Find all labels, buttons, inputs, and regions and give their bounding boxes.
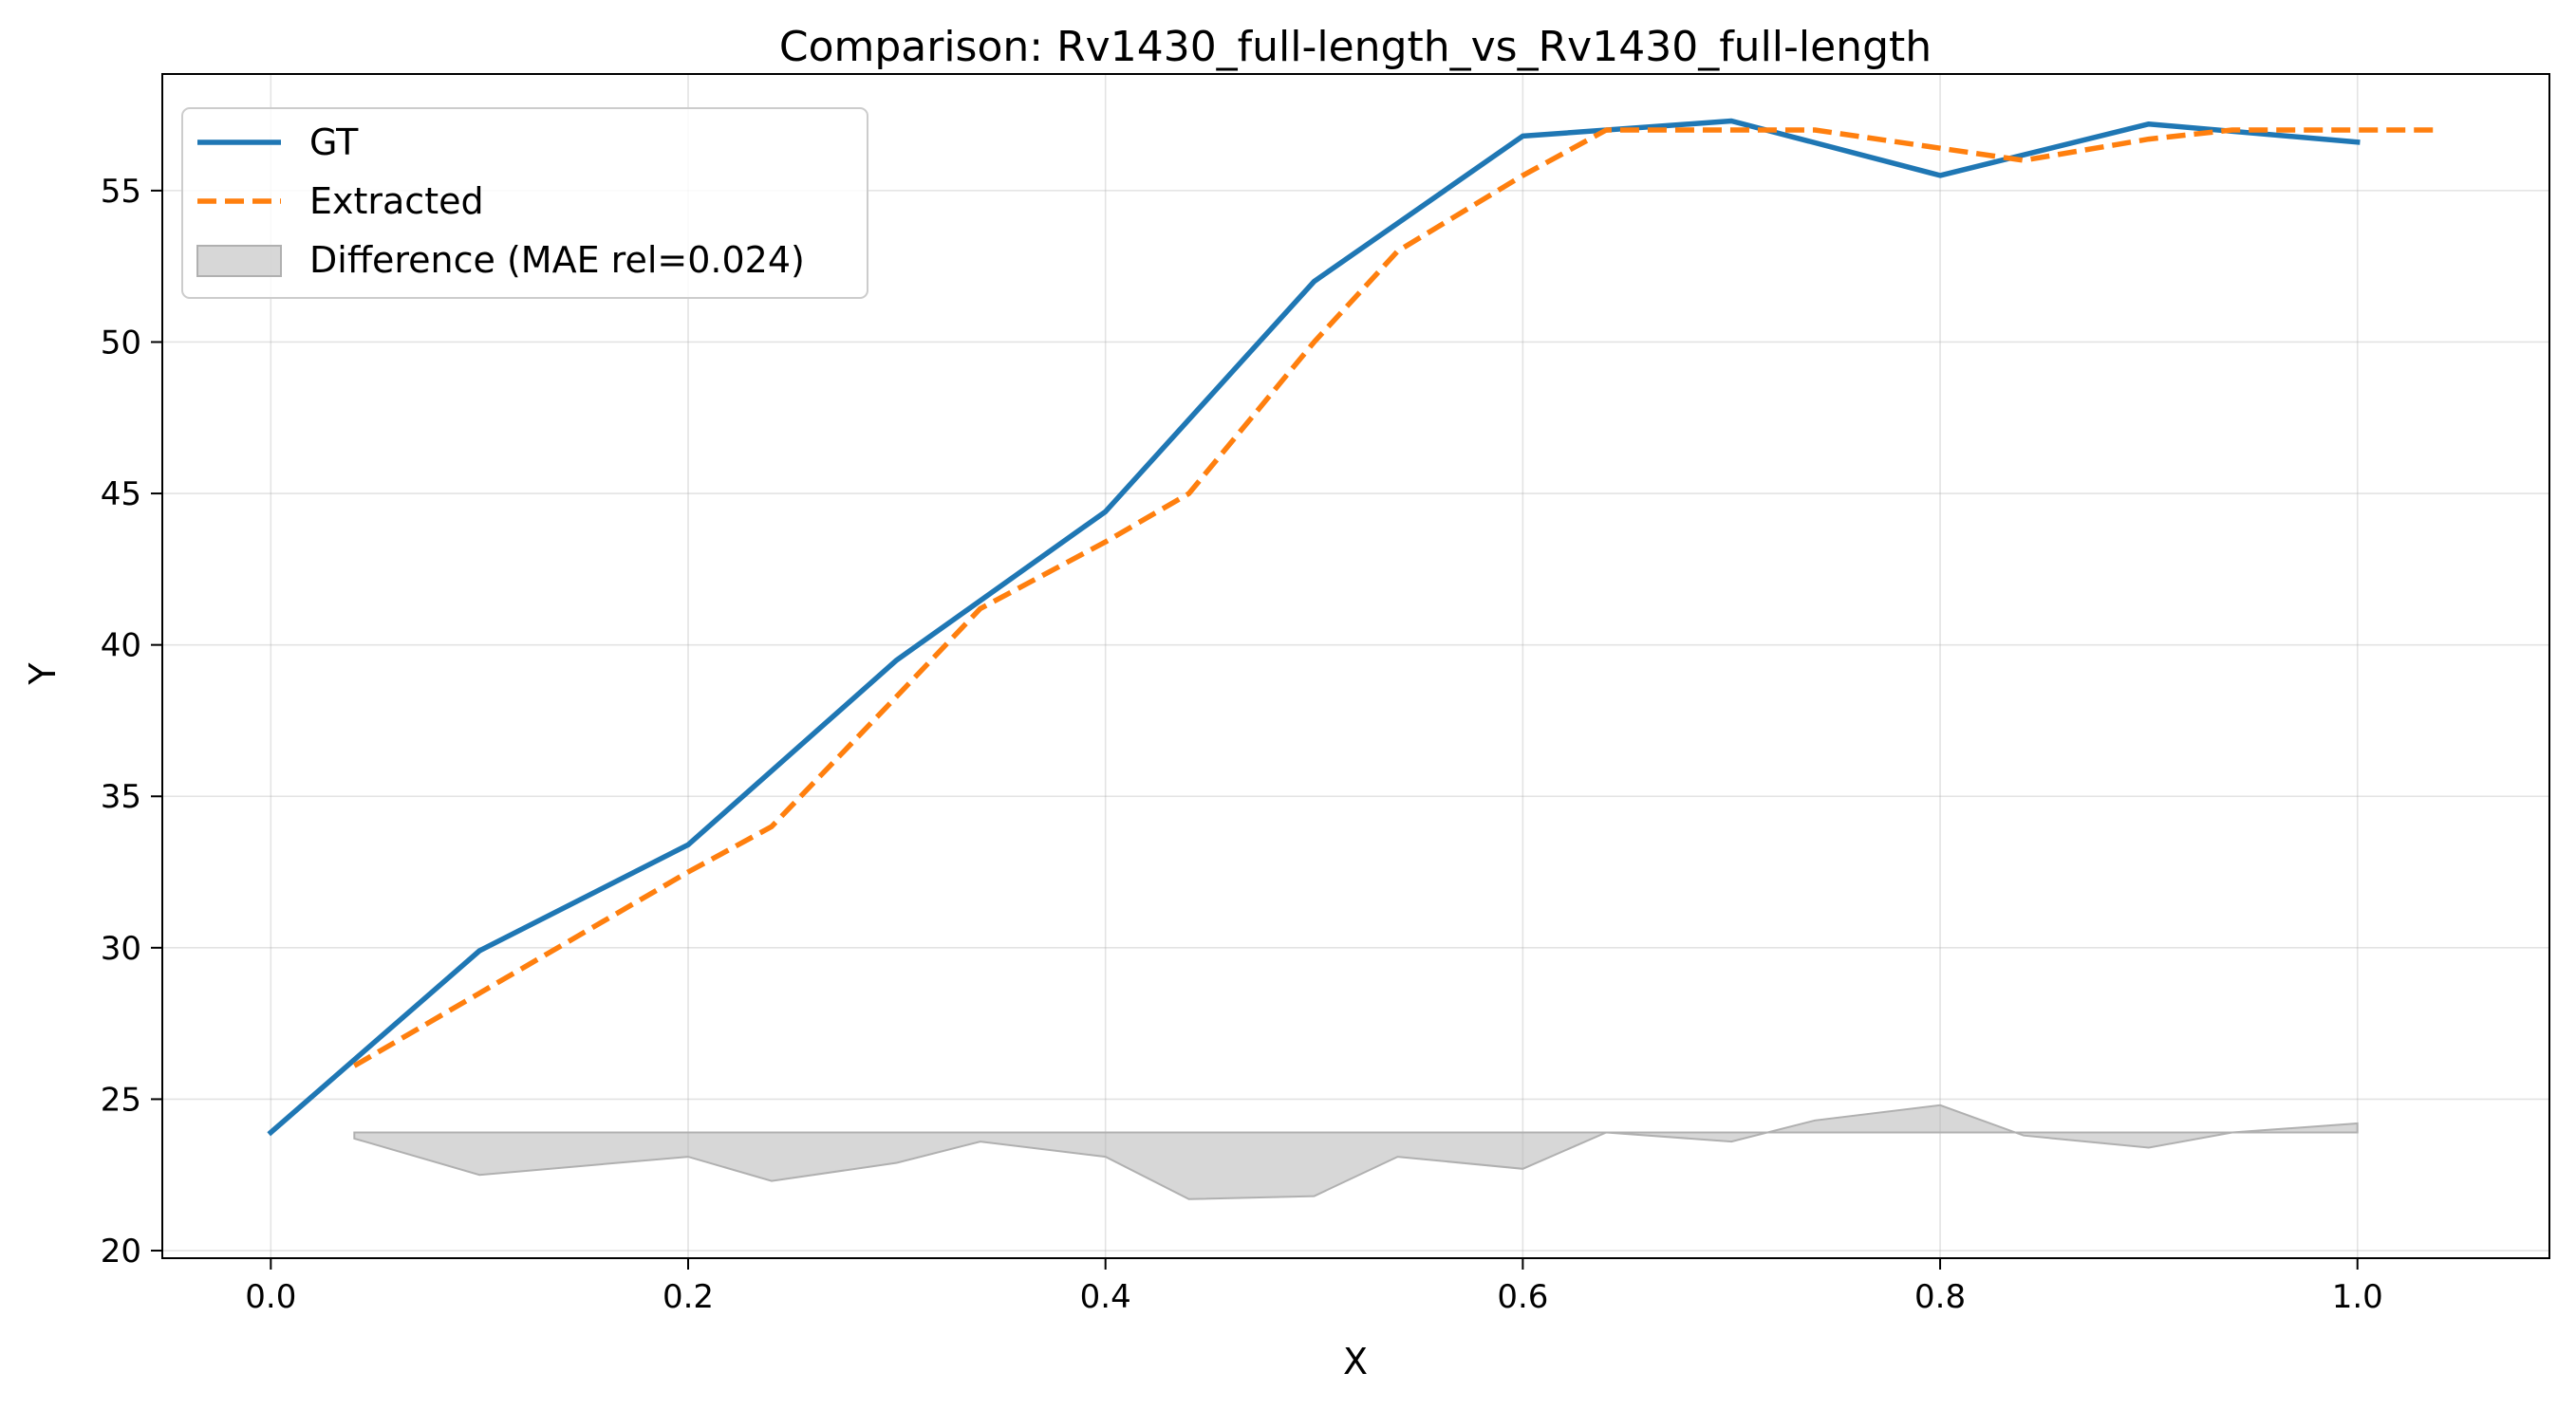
- series-group: [267, 118, 2441, 1137]
- x-tick-label: 0.8: [1914, 1278, 1966, 1316]
- legend: GT Extracted Difference (MAE rel=0.024): [181, 107, 868, 299]
- difference-area: [353, 1104, 2359, 1200]
- y-tick-label: 50: [101, 324, 141, 362]
- plot-frame: [161, 73, 2550, 1259]
- x-tick-label: 1.0: [2332, 1278, 2383, 1316]
- chart-title: Comparison: Rv1430_full-length_vs_Rv1430…: [779, 23, 1932, 71]
- y-tick-label: 35: [101, 778, 141, 816]
- y-tick-label: 45: [101, 475, 141, 513]
- y-tick-label: 55: [101, 173, 141, 211]
- y-tick-label: 30: [101, 930, 141, 968]
- y-tick-label: 20: [101, 1233, 141, 1271]
- legend-frame: [181, 107, 868, 299]
- difference-area-group: [353, 1104, 2359, 1200]
- x-tick-label: 0.0: [245, 1278, 296, 1316]
- legend-gt-label: GT: [309, 121, 359, 163]
- x-tick-label: 0.4: [1080, 1278, 1131, 1316]
- y-tick-label: 40: [101, 627, 141, 665]
- legend-difference-label: Difference (MAE rel=0.024): [309, 239, 805, 281]
- axes: 0.0 0.2 0.4 0.6 0.8 1.0 20 25 30 35 40 45 50 55: [101, 73, 2550, 1316]
- legend-extracted-label: Extracted: [309, 180, 484, 222]
- legend-difference-swatch: [196, 245, 282, 277]
- x-axis-label: X: [1343, 1341, 1368, 1382]
- x-tick-label: 0.6: [1497, 1278, 1548, 1316]
- x-tick-label: 0.2: [663, 1278, 714, 1316]
- y-axis-label: Y: [22, 662, 64, 686]
- y-tick-label: 25: [101, 1081, 141, 1119]
- extracted-series-line: [352, 127, 2441, 1068]
